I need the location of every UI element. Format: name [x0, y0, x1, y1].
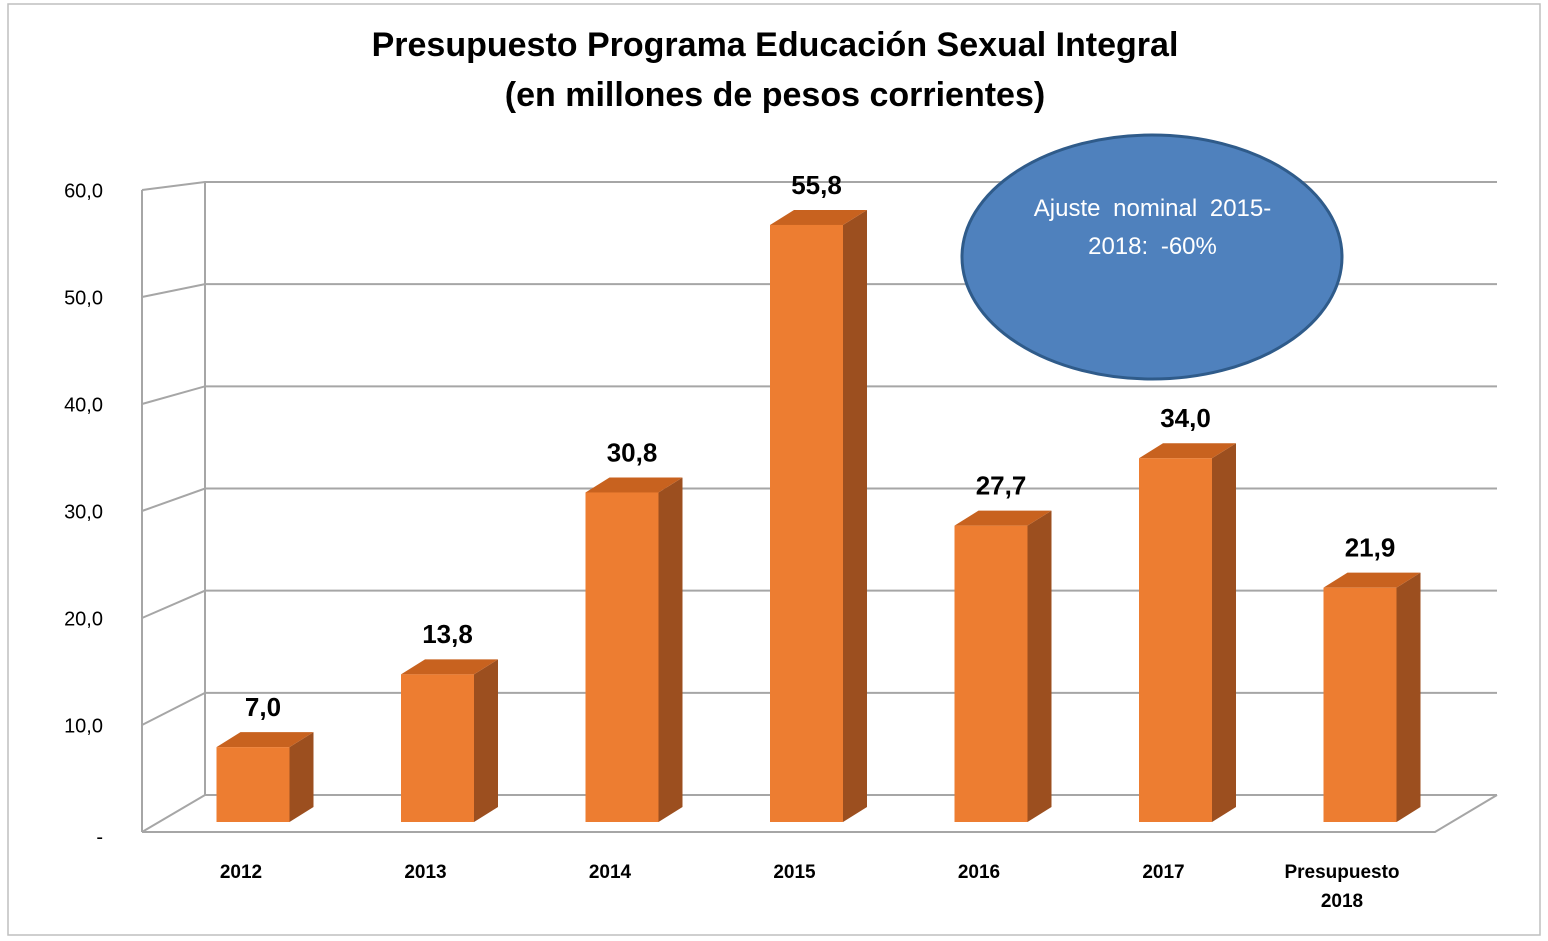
value-label: 30,8: [607, 437, 658, 467]
y-tick-label: -: [96, 826, 103, 848]
y-tick-label: 30,0: [64, 501, 103, 523]
bar-front: [216, 747, 290, 822]
bar: [216, 732, 314, 822]
value-label: 13,8: [422, 619, 473, 649]
bar: [401, 659, 498, 822]
bar-front: [954, 525, 1028, 822]
grid-line: [141, 487, 1497, 512]
bar-top: [216, 732, 314, 748]
x-tick-label: 2014: [589, 862, 632, 883]
bar: [1139, 443, 1236, 822]
y-tick-label: 50,0: [64, 287, 103, 309]
bar-top: [1139, 443, 1236, 459]
value-label: 55,8: [791, 170, 842, 200]
bar-side: [843, 209, 867, 822]
y-tick-label: 10,0: [64, 715, 103, 737]
bar-front: [770, 224, 843, 822]
bar-side: [1027, 510, 1052, 822]
bar: [954, 510, 1052, 822]
y-tick-label: 20,0: [64, 608, 103, 630]
bar-top: [954, 510, 1052, 526]
bars: 7,0 2012 13,8 2013 30,8 2014 55,8 2015 27,7 2016 3…: [216, 170, 1421, 912]
bar: [770, 209, 867, 822]
bar-front: [1323, 587, 1397, 822]
x-tick-label: 2013: [404, 862, 446, 883]
bar-side: [1396, 572, 1421, 822]
bar-side: [474, 659, 498, 822]
floor-edge: [142, 794, 1498, 833]
chart-title: Presupuesto Programa Educación Sexual In…: [372, 26, 1179, 64]
value-label: 21,9: [1345, 533, 1396, 563]
x-tick-label: 2016: [958, 862, 1000, 883]
bar-top: [401, 659, 498, 675]
bar-top: [1323, 572, 1421, 588]
x-tick-label: 2012: [220, 862, 262, 883]
bar-top: [770, 209, 867, 225]
grid-line: [141, 589, 1497, 619]
value-label: 7,0: [245, 692, 281, 722]
bar-top: [585, 477, 683, 493]
bar: [585, 477, 683, 822]
annotation: Ajuste nominal 2015-2018: -60%: [1033, 195, 1272, 260]
x-tick-label: 2017: [1142, 862, 1184, 883]
x-tick-label: Presupuesto 2018: [1284, 862, 1399, 912]
bar-front: [401, 674, 474, 822]
bar-front: [585, 492, 659, 822]
grid-line: [141, 794, 1497, 833]
grid-line: [141, 691, 1497, 726]
chart-subtitle: (en millones de pesos corrientes): [505, 76, 1045, 114]
value-label: 34,0: [1160, 403, 1211, 433]
bar-front: [1139, 458, 1212, 822]
bar: [1323, 572, 1421, 822]
y-tick-label: 60,0: [64, 180, 103, 202]
grid-line: [141, 385, 1497, 405]
y-tick-label: 40,0: [64, 394, 103, 416]
bar-side: [289, 732, 314, 822]
grid: - 10,0 20,0 30,0 40,0 50,0 60,0: [64, 180, 1498, 848]
x-tick-label: 2015: [773, 862, 816, 883]
bar-side: [1212, 443, 1236, 822]
annotation-bubble: [960, 133, 1344, 381]
bar-side: [658, 477, 683, 822]
chart-frame: [7, 3, 1541, 936]
value-label: 27,7: [976, 470, 1027, 500]
